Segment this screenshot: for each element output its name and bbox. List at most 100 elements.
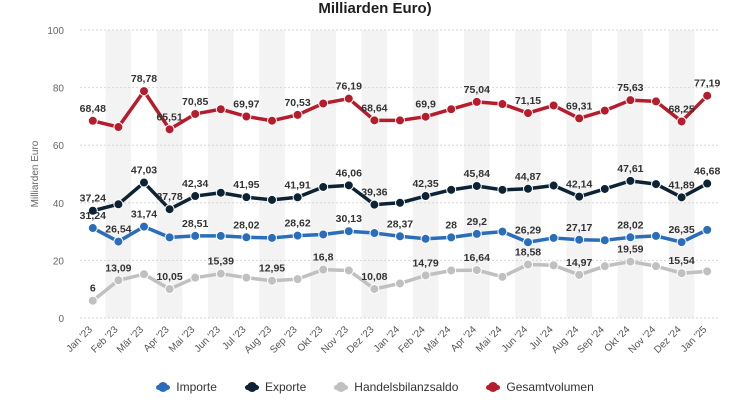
data-point <box>113 199 124 210</box>
legend-label: Gesamtvolumen <box>506 380 594 394</box>
column-band <box>617 30 644 318</box>
data-point <box>574 234 585 245</box>
data-label: 27,17 <box>566 222 592 234</box>
data-point <box>292 192 303 203</box>
legend-label: Exporte <box>264 380 307 394</box>
data-label: 28,37 <box>387 218 413 230</box>
data-label: 70,53 <box>284 97 310 109</box>
data-point <box>190 272 201 283</box>
data-label: 28,62 <box>284 218 310 230</box>
data-point <box>369 199 380 210</box>
data-label: 6 <box>90 283 96 295</box>
data-point <box>599 261 610 272</box>
data-point <box>599 183 610 194</box>
legend-swatch <box>244 381 259 392</box>
data-point <box>267 275 277 286</box>
data-point <box>574 191 585 202</box>
data-point <box>318 98 329 109</box>
legend-label: Importe <box>176 380 217 394</box>
x-tick-label: Jan '25 <box>679 324 710 355</box>
data-point <box>139 221 149 232</box>
data-point <box>446 265 457 276</box>
data-point <box>87 205 98 216</box>
data-label: 69,9 <box>415 99 436 111</box>
data-label: 41,89 <box>668 179 694 191</box>
data-point <box>369 115 380 126</box>
data-label: 29,2 <box>467 216 488 228</box>
x-tick-label: Nov '24 <box>627 324 659 356</box>
data-label: 10,05 <box>156 271 182 283</box>
data-point <box>139 177 149 188</box>
data-point <box>343 265 354 276</box>
data-point <box>343 93 354 104</box>
data-label: 47,61 <box>617 163 643 175</box>
legend-item[interactable]: Handelsbilanzsaldo <box>334 380 458 394</box>
data-point <box>651 96 661 107</box>
data-label: 28,02 <box>233 219 259 231</box>
column-band <box>412 30 439 318</box>
legend-item[interactable]: Gesamtvolumen <box>486 380 594 394</box>
data-point <box>446 232 457 243</box>
x-tick-label: Sep '24 <box>575 324 607 356</box>
legend-swatch <box>156 381 171 392</box>
data-label: 41,95 <box>233 179 259 191</box>
y-axis-label: Milliarden Euro <box>30 140 41 207</box>
data-point <box>190 191 201 202</box>
data-point <box>676 116 687 127</box>
data-point <box>702 224 713 235</box>
data-label: 46,68 <box>694 166 720 178</box>
data-label: 68,25 <box>668 103 694 115</box>
x-tick-label: Aug '23 <box>243 324 275 356</box>
data-point <box>599 235 610 246</box>
data-point <box>292 230 303 241</box>
data-point <box>215 268 226 279</box>
data-label: 47,03 <box>131 165 157 177</box>
data-label: 12,95 <box>259 263 285 275</box>
data-label: 77,19 <box>694 78 720 90</box>
data-point <box>318 181 329 192</box>
data-label: 30,13 <box>336 213 362 225</box>
legend-swatch <box>486 381 501 392</box>
data-point <box>548 180 559 191</box>
data-point <box>113 275 124 286</box>
data-point <box>190 230 201 241</box>
y-tick-label: 100 <box>47 26 64 37</box>
data-point <box>548 232 559 243</box>
data-point <box>471 96 482 107</box>
data-point <box>318 264 329 275</box>
data-label: 42,14 <box>566 179 592 191</box>
data-point <box>702 178 713 189</box>
x-tick-label: Mär '23 <box>115 324 146 355</box>
legend-item[interactable]: Exporte <box>244 380 307 394</box>
x-tick-label: Feb '23 <box>89 324 120 355</box>
data-label: 31,74 <box>131 209 157 221</box>
data-point <box>497 226 508 237</box>
data-label: 19,59 <box>617 244 643 256</box>
data-point <box>497 184 508 195</box>
x-tick-label: Nov '23 <box>319 324 351 356</box>
data-label: 28,02 <box>617 219 643 231</box>
data-point <box>113 236 124 247</box>
x-tick-label: Apr '24 <box>449 324 479 354</box>
data-point <box>523 237 533 248</box>
data-point <box>574 269 585 280</box>
data-point <box>164 232 175 243</box>
x-tick-label: Apr '23 <box>142 324 172 354</box>
chart-title: Milliarden Euro) <box>318 0 432 17</box>
data-point <box>87 223 98 234</box>
data-point <box>471 228 482 239</box>
data-point <box>676 268 687 279</box>
data-point <box>702 266 713 277</box>
y-tick-label: 60 <box>53 141 65 152</box>
data-label: 41,91 <box>284 179 310 191</box>
legend-item[interactable]: Importe <box>156 380 217 394</box>
data-point <box>625 232 636 243</box>
data-point <box>395 115 405 126</box>
legend-swatch <box>334 381 349 392</box>
x-tick-label: Mär '24 <box>422 324 453 355</box>
data-point <box>676 237 687 248</box>
data-point <box>164 204 175 215</box>
data-label: 69,31 <box>566 100 592 112</box>
data-point <box>164 284 175 295</box>
data-point <box>369 228 380 239</box>
